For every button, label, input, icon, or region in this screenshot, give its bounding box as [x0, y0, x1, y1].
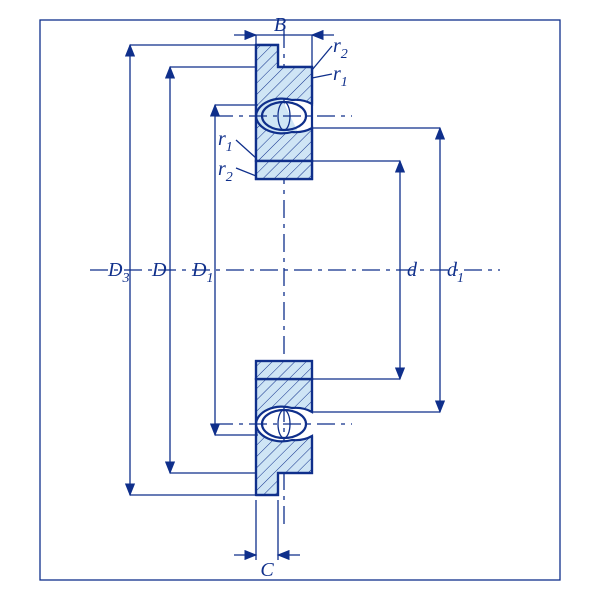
label-r2-lower: r2: [218, 158, 233, 185]
label-r1-lower: r1: [218, 128, 233, 155]
label-C: C: [260, 559, 274, 581]
label-D1: D1: [191, 259, 213, 286]
label-B: B: [274, 14, 286, 36]
bearing-diagram: B C D3 D D1 d d1 r2 r: [0, 0, 600, 600]
label-D: D: [151, 259, 167, 281]
diagram-frame: [40, 20, 560, 580]
label-d: d: [407, 259, 418, 281]
label-r2-upper: r2: [333, 35, 348, 62]
label-d1: d1: [447, 259, 464, 286]
label-r1-upper: r1: [333, 63, 348, 90]
label-D3: D3: [107, 259, 129, 286]
